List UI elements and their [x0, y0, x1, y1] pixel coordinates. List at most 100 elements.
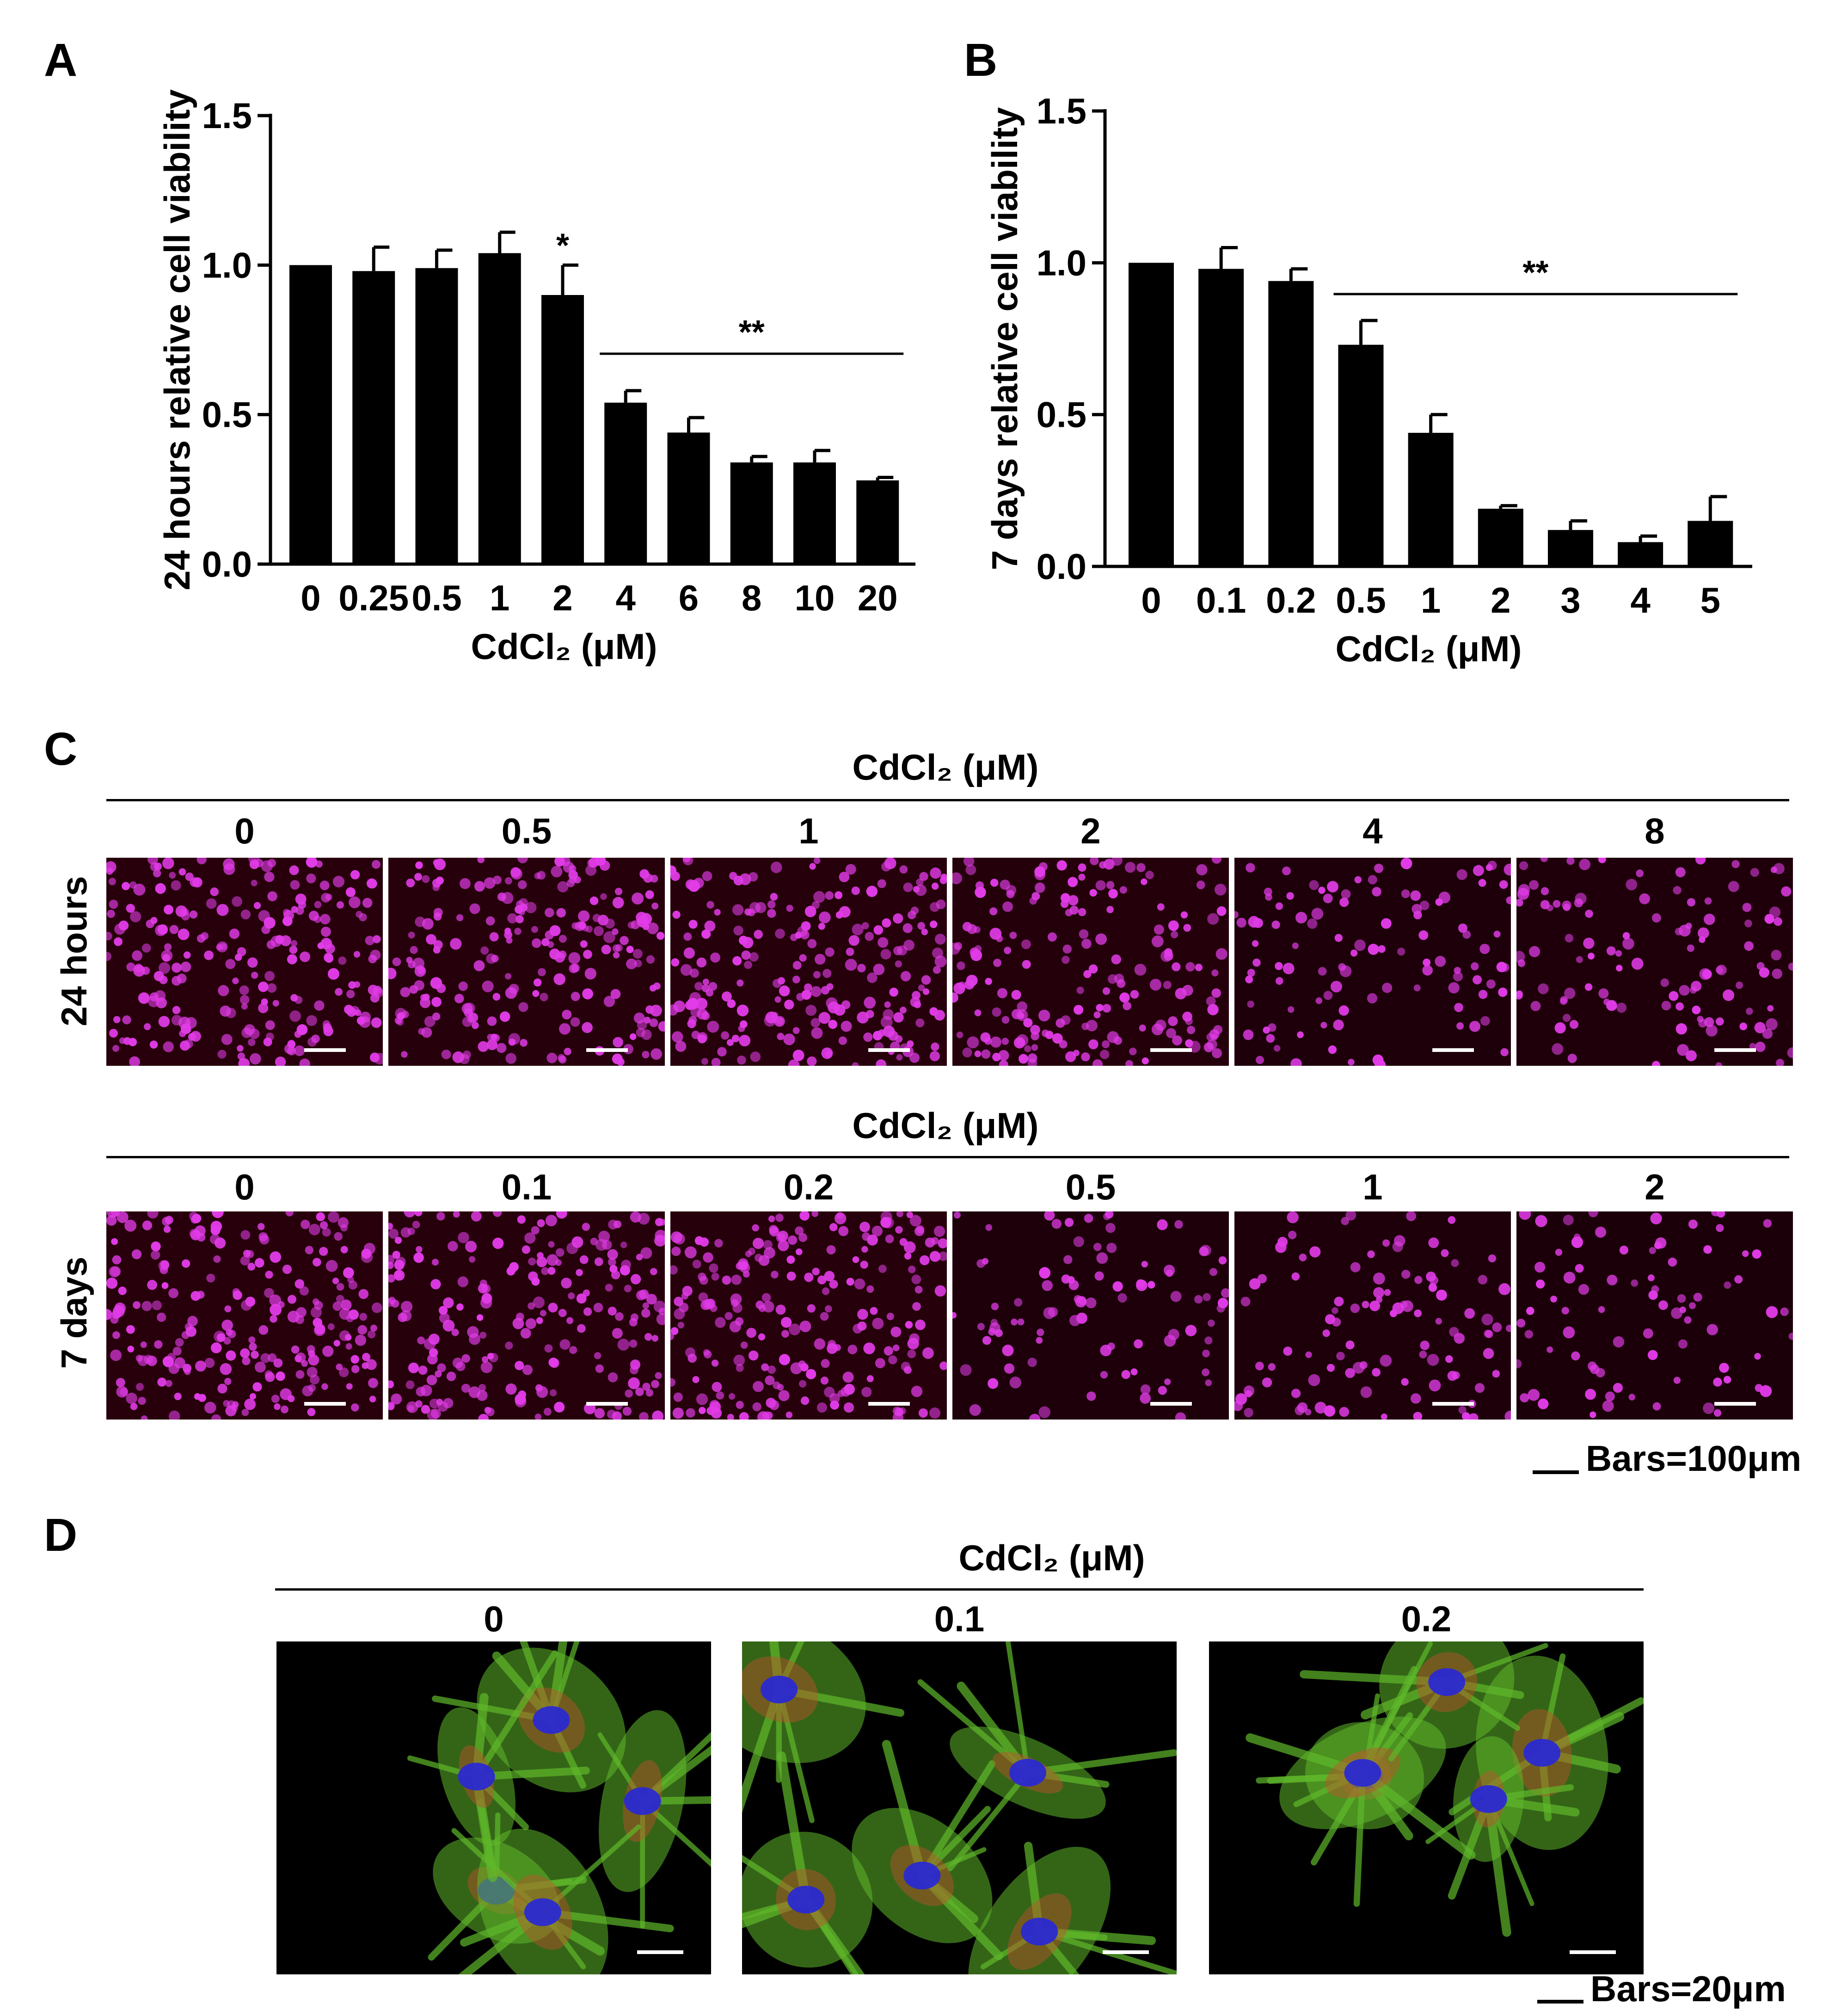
scale-bar [1103, 1950, 1149, 1954]
chart-b-y-tick-label: 0.0 [1037, 546, 1086, 587]
column-label: 1 [798, 811, 819, 851]
panel-c-header-line-24h [106, 799, 1789, 801]
panel-c-row-label-7d: 7 days [54, 1256, 94, 1369]
chart-b-x-tick-label: 3 [1560, 580, 1580, 621]
chart-a-bar [730, 462, 773, 564]
chart-b-x-tick-label: 1 [1421, 580, 1441, 621]
chart-b-y-label: 7 days relative cell viability [984, 107, 1025, 571]
panel-c-scale-legend-text: Bars=100μm [1586, 1438, 1802, 1479]
chart-b-x-tick-label: 0.1 [1196, 580, 1246, 621]
scale-bar [1714, 1048, 1756, 1052]
chart-a-significance-stars: ** [739, 314, 765, 351]
column-label: 8 [1645, 811, 1665, 851]
scale-bar [586, 1402, 628, 1406]
column-label: 2 [1080, 811, 1101, 851]
chart-b-y-tick-label: 0.5 [1037, 394, 1086, 435]
column-label: 0 [234, 811, 255, 851]
chart-b-bar [1268, 281, 1314, 566]
micrograph-cells [276, 1641, 711, 1974]
chart-a-bar [793, 462, 836, 564]
chart-a-bar [289, 265, 332, 564]
chart-b-bar [1129, 263, 1174, 566]
scale-bar [1714, 1402, 1756, 1406]
scale-bar [1432, 1402, 1474, 1406]
micrograph-24h [1234, 858, 1511, 1066]
panel-letter-d: D [44, 1509, 78, 1561]
chart-b: 0.0 0.5 1.0 1.5 7 days relative cell viabili… [984, 91, 1752, 669]
chart-a-bar [415, 268, 458, 564]
chart-b-y-tick-label: 1.5 [1037, 91, 1086, 131]
chart-a-y-tick-label: 0.5 [202, 394, 252, 435]
chart-a-x-tick-label: 0.5 [411, 578, 461, 618]
chart-b-x-tick-label: 0.2 [1266, 580, 1316, 621]
scale-bar [1150, 1048, 1192, 1052]
chart-a-x-tick-label: 0 [301, 578, 320, 618]
panel-c-header-line-7d [106, 1156, 1789, 1158]
chart-a: 0.0 0.5 1.0 1.524 hours relative cell viabi… [157, 89, 915, 667]
scale-bar [637, 1950, 683, 1954]
panel-c-header-7d: CdCl₂ (μM) [852, 1105, 1039, 1146]
chart-a-x-tick-label: 0.25 [338, 578, 409, 618]
chart-a-x-tick-label: 6 [679, 578, 699, 618]
scale-bar [304, 1402, 346, 1406]
micrograph-24h [106, 858, 383, 1066]
micrograph-7d [952, 1211, 1229, 1420]
panel-c-scale-legend-bar [1533, 1470, 1579, 1474]
micrograph-cells [742, 1641, 1177, 1974]
micrograph-24h [388, 858, 665, 1066]
micrograph-7d [1234, 1211, 1511, 1420]
chart-b-y-tick-label: 1.0 [1037, 242, 1086, 283]
chart-a-y-tick-label: 1.5 [202, 95, 252, 136]
scale-bar [1432, 1048, 1474, 1052]
panel-d-scale-legend-text: Bars=20μm [1590, 1968, 1786, 2009]
chart-a-x-tick-label: 8 [742, 578, 761, 618]
panel-d-header-line [275, 1588, 1644, 1591]
panel-letter-b: B [964, 34, 998, 86]
column-label: 0.2 [1401, 1598, 1452, 1639]
chart-a-bar [604, 402, 647, 564]
micrograph-24h [952, 858, 1229, 1066]
chart-a-x-tick-label: 20 [858, 578, 898, 618]
chart-a-bar [352, 271, 395, 564]
chart-a-y-label: 24 hours relative cell viability [157, 89, 197, 590]
scale-bar [304, 1048, 346, 1052]
chart-a-significance-star: * [556, 227, 569, 264]
chart-a-bar [541, 295, 584, 564]
panel-d-scale-legend-bar [1537, 2000, 1583, 2004]
chart-b-x-tick-label: 0.5 [1336, 580, 1386, 621]
panel-letter-c: C [44, 723, 78, 775]
chart-b-bar [1618, 542, 1663, 566]
chart-a-bar [856, 480, 899, 564]
chart-b-x-tick-label: 0 [1141, 580, 1161, 621]
column-label: 1 [1362, 1167, 1383, 1207]
column-label: 4 [1362, 811, 1383, 851]
chart-b-bar [1338, 344, 1384, 566]
chart-b-x-tick-label: 4 [1630, 580, 1650, 621]
column-label: 0.1 [934, 1598, 985, 1639]
scale-bar [1150, 1402, 1192, 1406]
chart-a-x-tick-label: 1 [490, 578, 509, 618]
chart-b-bar [1688, 521, 1733, 566]
scale-bar [868, 1048, 910, 1052]
scale-bar [868, 1402, 910, 1406]
scale-bar [586, 1048, 628, 1052]
micrograph-7d [388, 1211, 665, 1420]
scale-bar [1570, 1950, 1616, 1954]
chart-b-x-tick-label: 2 [1491, 580, 1510, 621]
column-label: 0.1 [501, 1167, 552, 1207]
chart-b-bar [1408, 433, 1454, 566]
column-label: 0 [234, 1167, 255, 1207]
panel-c-header-24h: CdCl₂ (μM) [852, 747, 1039, 787]
chart-b-significance-stars: ** [1522, 254, 1548, 291]
column-label: 0.5 [501, 811, 552, 851]
panel-letter-a: A [44, 34, 78, 86]
panel-c-row-label-24h: 24 hours [54, 876, 94, 1026]
chart-a-x-tick-label: 10 [795, 578, 835, 618]
micrograph-7d [106, 1211, 383, 1420]
chart-a-x-tick-label: 4 [616, 578, 636, 618]
chart-a-y-tick-label: 0.0 [202, 544, 252, 584]
column-label: 0.5 [1065, 1167, 1116, 1207]
chart-b-x-tick-label: 5 [1700, 580, 1720, 621]
chart-b-bar [1547, 530, 1593, 566]
micrograph-7d [1516, 1211, 1793, 1420]
